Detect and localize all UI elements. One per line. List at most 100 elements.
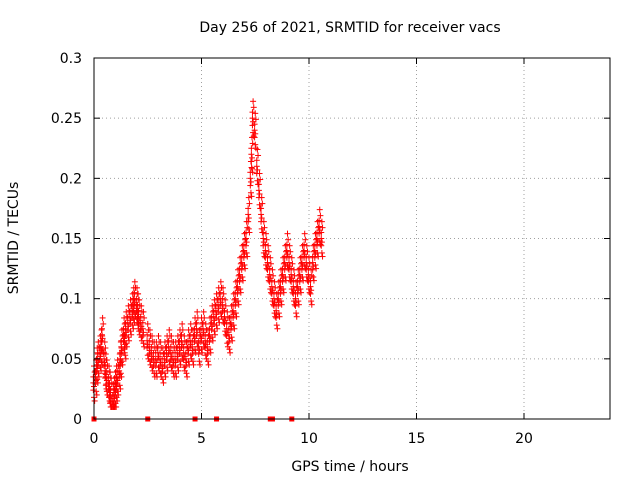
data-point [310, 277, 317, 284]
data-point [200, 319, 207, 326]
data-point [288, 271, 295, 278]
data-point [258, 225, 265, 232]
data-point [241, 230, 248, 237]
data-point [249, 115, 256, 122]
data-point [308, 298, 315, 305]
data-point [200, 308, 207, 315]
data-point [220, 290, 227, 297]
data-point [161, 363, 168, 370]
data-point [276, 313, 283, 320]
y-tick-label: 0 [73, 412, 82, 428]
data-point [154, 343, 161, 350]
data-point [240, 254, 247, 261]
data-point [277, 290, 284, 297]
data-point [99, 335, 106, 342]
data-point [189, 351, 196, 358]
data-point [140, 340, 147, 347]
data-point [116, 382, 123, 389]
data-point [174, 357, 181, 364]
data-point [244, 253, 251, 260]
data-point [268, 283, 275, 290]
data-point [262, 247, 269, 254]
y-axis-label: SRMTID / TECUs [6, 182, 22, 295]
data-point [289, 260, 296, 267]
data-point [128, 331, 135, 338]
data-point [307, 290, 314, 297]
data-point [100, 320, 107, 327]
data-point [246, 229, 253, 236]
data-point [225, 338, 232, 345]
data-point [317, 212, 324, 219]
data-point [308, 301, 315, 308]
data-point [258, 211, 265, 218]
data-point [258, 194, 265, 201]
data-point [160, 351, 167, 358]
data-point [189, 358, 196, 365]
data-point [318, 218, 325, 225]
data-point [228, 334, 235, 341]
data-point [179, 320, 186, 327]
data-point [162, 373, 169, 380]
data-point [212, 314, 219, 321]
data-point [176, 351, 183, 358]
data-point [130, 325, 137, 332]
data-point [99, 314, 106, 321]
data-point [266, 271, 273, 278]
data-point [131, 278, 138, 285]
data-point [219, 295, 226, 302]
data-point [103, 367, 110, 374]
data-point [94, 363, 101, 370]
data-point [284, 230, 291, 237]
data-point [122, 355, 129, 362]
data-point [214, 325, 221, 332]
data-point [249, 109, 256, 116]
grid-lines [94, 58, 610, 419]
data-point [115, 391, 122, 398]
data-point [263, 230, 269, 237]
data-point [178, 337, 185, 344]
y-tick-label: 0.1 [60, 292, 82, 308]
data-point [212, 302, 219, 309]
data-point [144, 331, 151, 338]
data-point [278, 298, 285, 305]
data-point [243, 239, 250, 246]
data-point [245, 218, 252, 225]
data-point [254, 146, 261, 153]
data-point [230, 314, 237, 321]
data-point [179, 326, 186, 333]
data-point [207, 349, 214, 356]
data-point [283, 241, 290, 248]
data-point [270, 272, 277, 279]
data-point [172, 363, 179, 370]
data-point [209, 308, 216, 315]
data-point [231, 325, 238, 332]
data-point [207, 346, 214, 353]
data-point [246, 200, 253, 207]
data-point [262, 241, 269, 248]
data-point [293, 313, 300, 320]
data-point [123, 343, 130, 350]
data-point [309, 266, 316, 273]
data-point [248, 151, 255, 158]
data-point [144, 320, 151, 327]
data-point [235, 301, 242, 308]
data-point [249, 154, 256, 161]
y-tick-label: 0.2 [60, 171, 82, 187]
data-point [99, 346, 106, 353]
y-tick-label: 0.25 [51, 111, 82, 127]
data-point [310, 274, 317, 281]
data-point [258, 215, 265, 222]
data-point [233, 313, 240, 320]
tick-labels: 0 5 10 15 20 0 0.05 0.1 0.15 0.2 0.25 0.3 [51, 51, 533, 447]
data-point [234, 290, 241, 297]
data-point [275, 302, 282, 309]
data-point [177, 361, 184, 368]
data-point [113, 403, 120, 410]
data-point [136, 296, 143, 303]
data-point [94, 379, 101, 386]
data-point [318, 242, 325, 249]
data-point [196, 361, 203, 368]
data-point [251, 121, 258, 128]
data-point [201, 314, 208, 321]
data-point [160, 379, 167, 386]
